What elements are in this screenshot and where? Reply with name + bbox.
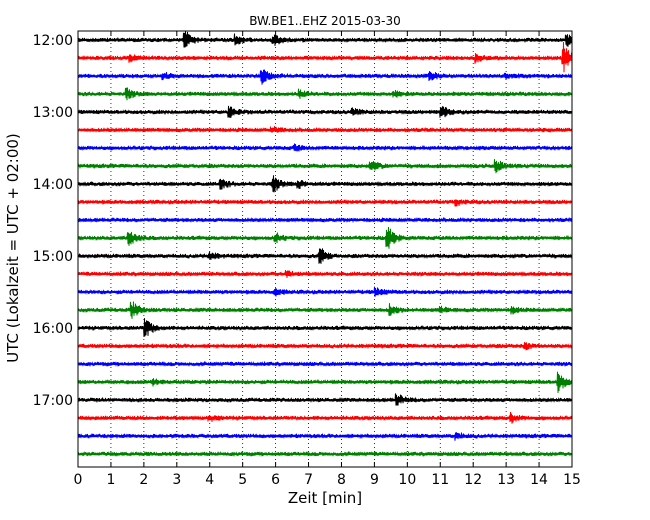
x-tick-label: 7 — [304, 472, 313, 488]
trace-line — [77, 318, 573, 338]
y-tick-label: 13:00 — [33, 105, 73, 121]
x-tick-label: 10 — [398, 472, 416, 488]
y-tick-label: 12:00 — [33, 33, 73, 49]
trace-line — [77, 411, 573, 424]
x-tick-label: 2 — [139, 472, 148, 488]
trace-line — [77, 143, 573, 152]
y-tick-label: 14:00 — [33, 177, 73, 193]
trace-line — [77, 432, 573, 441]
x-tick-label: 15 — [563, 472, 581, 488]
trace-line — [77, 30, 573, 48]
chart-title: BW.BE1..EHZ 2015-03-30 — [249, 14, 401, 28]
x-axis-label: Zeit [min] — [288, 489, 362, 507]
trace-line — [77, 393, 573, 406]
y-axis-label: UTC (Lokalzeit = UTC + 02:00) — [4, 133, 22, 363]
trace-line — [77, 286, 573, 297]
trace-line — [77, 226, 573, 249]
x-tick-label: 13 — [497, 472, 515, 488]
x-tick-label: 11 — [431, 472, 449, 488]
x-tick-label: 14 — [530, 472, 548, 488]
trace-line — [77, 450, 573, 458]
y-tick-label: 16:00 — [33, 321, 73, 337]
x-tick-label: 9 — [370, 472, 379, 488]
trace-line — [77, 360, 573, 368]
trace-line — [77, 248, 573, 264]
trace-line — [77, 69, 573, 85]
x-axis-ticks: 0 1 2 3 4 5 6 7 8 9 10 11 12 13 14 15 — [74, 31, 581, 488]
seismogram-traces — [77, 30, 573, 458]
vertical-gridlines — [110, 31, 540, 467]
trace-line — [77, 216, 573, 224]
trace-line — [77, 126, 573, 134]
x-tick-label: 1 — [106, 472, 115, 488]
x-tick-label: 0 — [74, 472, 83, 488]
trace-line — [77, 199, 573, 207]
trace-line — [77, 105, 573, 119]
trace-line — [77, 301, 573, 319]
y-tick-label: 15:00 — [33, 249, 73, 265]
y-tick-label: 17:00 — [33, 393, 73, 409]
x-tick-label: 8 — [337, 472, 346, 488]
x-tick-label: 3 — [172, 472, 181, 488]
plot-frame — [77, 30, 573, 468]
x-tick-label: 6 — [271, 472, 280, 488]
trace-line — [77, 371, 573, 394]
trace-line — [77, 159, 573, 174]
x-tick-label: 12 — [464, 472, 482, 488]
y-axis-ticks: 12:00 13:00 14:00 15:00 16:00 17:00 — [33, 33, 572, 409]
trace-line — [77, 342, 573, 351]
trace-line — [77, 41, 573, 73]
x-tick-label: 4 — [205, 472, 214, 488]
trace-line — [77, 87, 573, 101]
trace-line — [77, 175, 573, 193]
x-tick-label: 5 — [238, 472, 247, 488]
trace-line — [77, 270, 573, 278]
